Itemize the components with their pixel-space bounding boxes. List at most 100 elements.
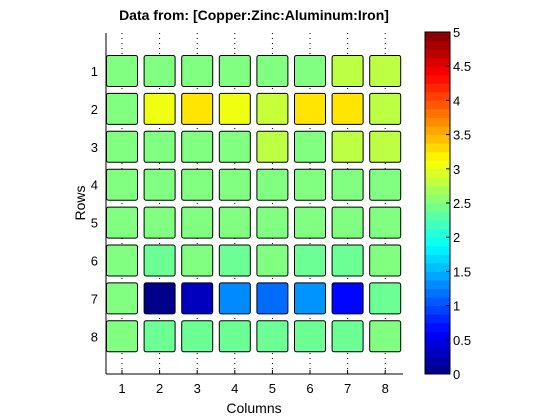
colorbar-tick-label: 3	[453, 162, 460, 177]
colorbar-swatch	[425, 331, 450, 341]
heatmap-cell	[369, 55, 402, 87]
colorbar-swatch	[425, 32, 450, 42]
colorbar-swatch	[425, 117, 450, 127]
heatmap-cell	[218, 244, 251, 277]
colorbar-swatch	[425, 151, 450, 161]
heatmap-cell	[143, 130, 176, 163]
colorbar-swatch	[425, 194, 450, 204]
heatmap-cell	[369, 282, 402, 315]
heatmap-cells	[106, 55, 402, 353]
heatmap-cell	[181, 244, 214, 277]
axes	[105, 33, 403, 375]
colorbar-swatch	[425, 91, 450, 101]
colorbar-swatch	[425, 365, 450, 375]
heatmap-cell	[369, 168, 402, 201]
heatmap-cell	[143, 282, 176, 315]
x-axis-label: Columns	[226, 400, 281, 416]
heatmap-cell	[106, 55, 138, 87]
y-tick-label: 4	[91, 178, 98, 193]
heatmap-cell	[181, 168, 214, 201]
colorbar-swatch	[425, 168, 450, 178]
y-axis-label: Rows	[72, 185, 88, 220]
heatmap-cell	[218, 206, 251, 239]
colorbar-tick-label: 1	[453, 299, 460, 314]
colorbar-swatch	[425, 203, 450, 213]
heatmap-cell	[331, 282, 364, 315]
colorbar-swatch	[425, 177, 450, 187]
heatmap-cell	[106, 244, 138, 277]
x-tick-labels: 1 2 3 4 5 6 7 8	[118, 370, 389, 396]
heatmap-cell	[181, 130, 214, 163]
colorbar-swatch	[425, 83, 450, 93]
heatmap-cell	[218, 92, 251, 125]
heatmap-cell	[143, 92, 176, 125]
heatmap-cell	[181, 92, 214, 125]
colorbar-tick-label: 0	[453, 367, 460, 382]
heatmap-cell	[218, 320, 251, 353]
colorbar-tick-label: 5	[453, 25, 460, 40]
colorbar-tick-label: 4	[453, 93, 460, 108]
heatmap-cell	[256, 130, 289, 163]
heatmap-cell	[294, 282, 326, 315]
colorbar-tick-label: 2.5	[453, 196, 471, 211]
colorbar-tick-label: 2	[453, 230, 460, 245]
heatmap-cell	[218, 168, 251, 201]
plot-area	[106, 33, 403, 374]
colorbar-swatch	[425, 66, 450, 76]
heatmap-cell	[106, 92, 138, 125]
heatmap-cell	[256, 244, 289, 277]
y-tick-label: 7	[91, 291, 98, 306]
heatmap-cell	[218, 55, 251, 87]
colorbar-swatch	[425, 143, 450, 153]
heatmap-cell	[181, 206, 214, 239]
x-tick-label: 7	[344, 381, 351, 396]
heatmap-cell	[218, 130, 251, 163]
heatmap-cell	[369, 244, 402, 277]
heatmap-cell	[106, 206, 138, 239]
heatmap-cell	[294, 168, 326, 201]
heatmap-cell	[106, 130, 138, 163]
heatmap-cell	[331, 244, 364, 277]
grid-lines	[121, 33, 386, 374]
x-tick-label: 2	[156, 381, 163, 396]
heatmap-cell	[181, 320, 214, 353]
colorbar-swatch	[425, 228, 450, 238]
colorbar-swatch	[425, 348, 450, 358]
colorbar: 0 0.5 1 1.5 2 2.5 3 3.5 4 4.5 5	[424, 25, 471, 382]
colorbar-swatch	[425, 254, 450, 264]
colorbar-swatch	[425, 211, 450, 221]
heatmap-cell	[369, 320, 402, 353]
colorbar-swatch	[425, 49, 450, 59]
heatmap-cell	[369, 130, 402, 163]
x-tick-label: 3	[194, 381, 201, 396]
heatmap-cell	[294, 92, 326, 125]
x-tick-label: 6	[306, 381, 313, 396]
heatmap-cell	[369, 92, 402, 125]
colorbar-swatch	[425, 339, 450, 349]
y-tick-label: 1	[91, 64, 98, 79]
colorbar-tick-label: 4.5	[453, 59, 471, 74]
colorbar-swatch	[425, 322, 450, 332]
heatmap-cell	[256, 282, 289, 315]
heatmap-cell	[294, 206, 326, 239]
colorbar-swatch	[425, 185, 450, 195]
heatmap-cell	[256, 206, 289, 239]
heatmap-cell	[143, 55, 176, 87]
heatmap-cell	[106, 168, 138, 201]
y-tick-label: 3	[91, 140, 98, 155]
y-tick-label: 6	[91, 254, 98, 269]
heatmap-cell	[294, 320, 326, 353]
colorbar-swatch	[425, 134, 450, 144]
colorbar-swatch	[425, 40, 450, 50]
colorbar-swatch	[425, 108, 450, 118]
colorbar-swatch	[425, 74, 450, 84]
y-tick-label: 8	[91, 329, 98, 344]
heatmap-cell	[294, 244, 326, 277]
heatmap-cell	[294, 130, 326, 163]
heatmap-cell	[331, 320, 364, 353]
heatmap-cell	[218, 282, 251, 315]
x-tick-label: 1	[118, 381, 125, 396]
x-tick-label: 8	[382, 381, 389, 396]
heatmap-cell	[331, 206, 364, 239]
